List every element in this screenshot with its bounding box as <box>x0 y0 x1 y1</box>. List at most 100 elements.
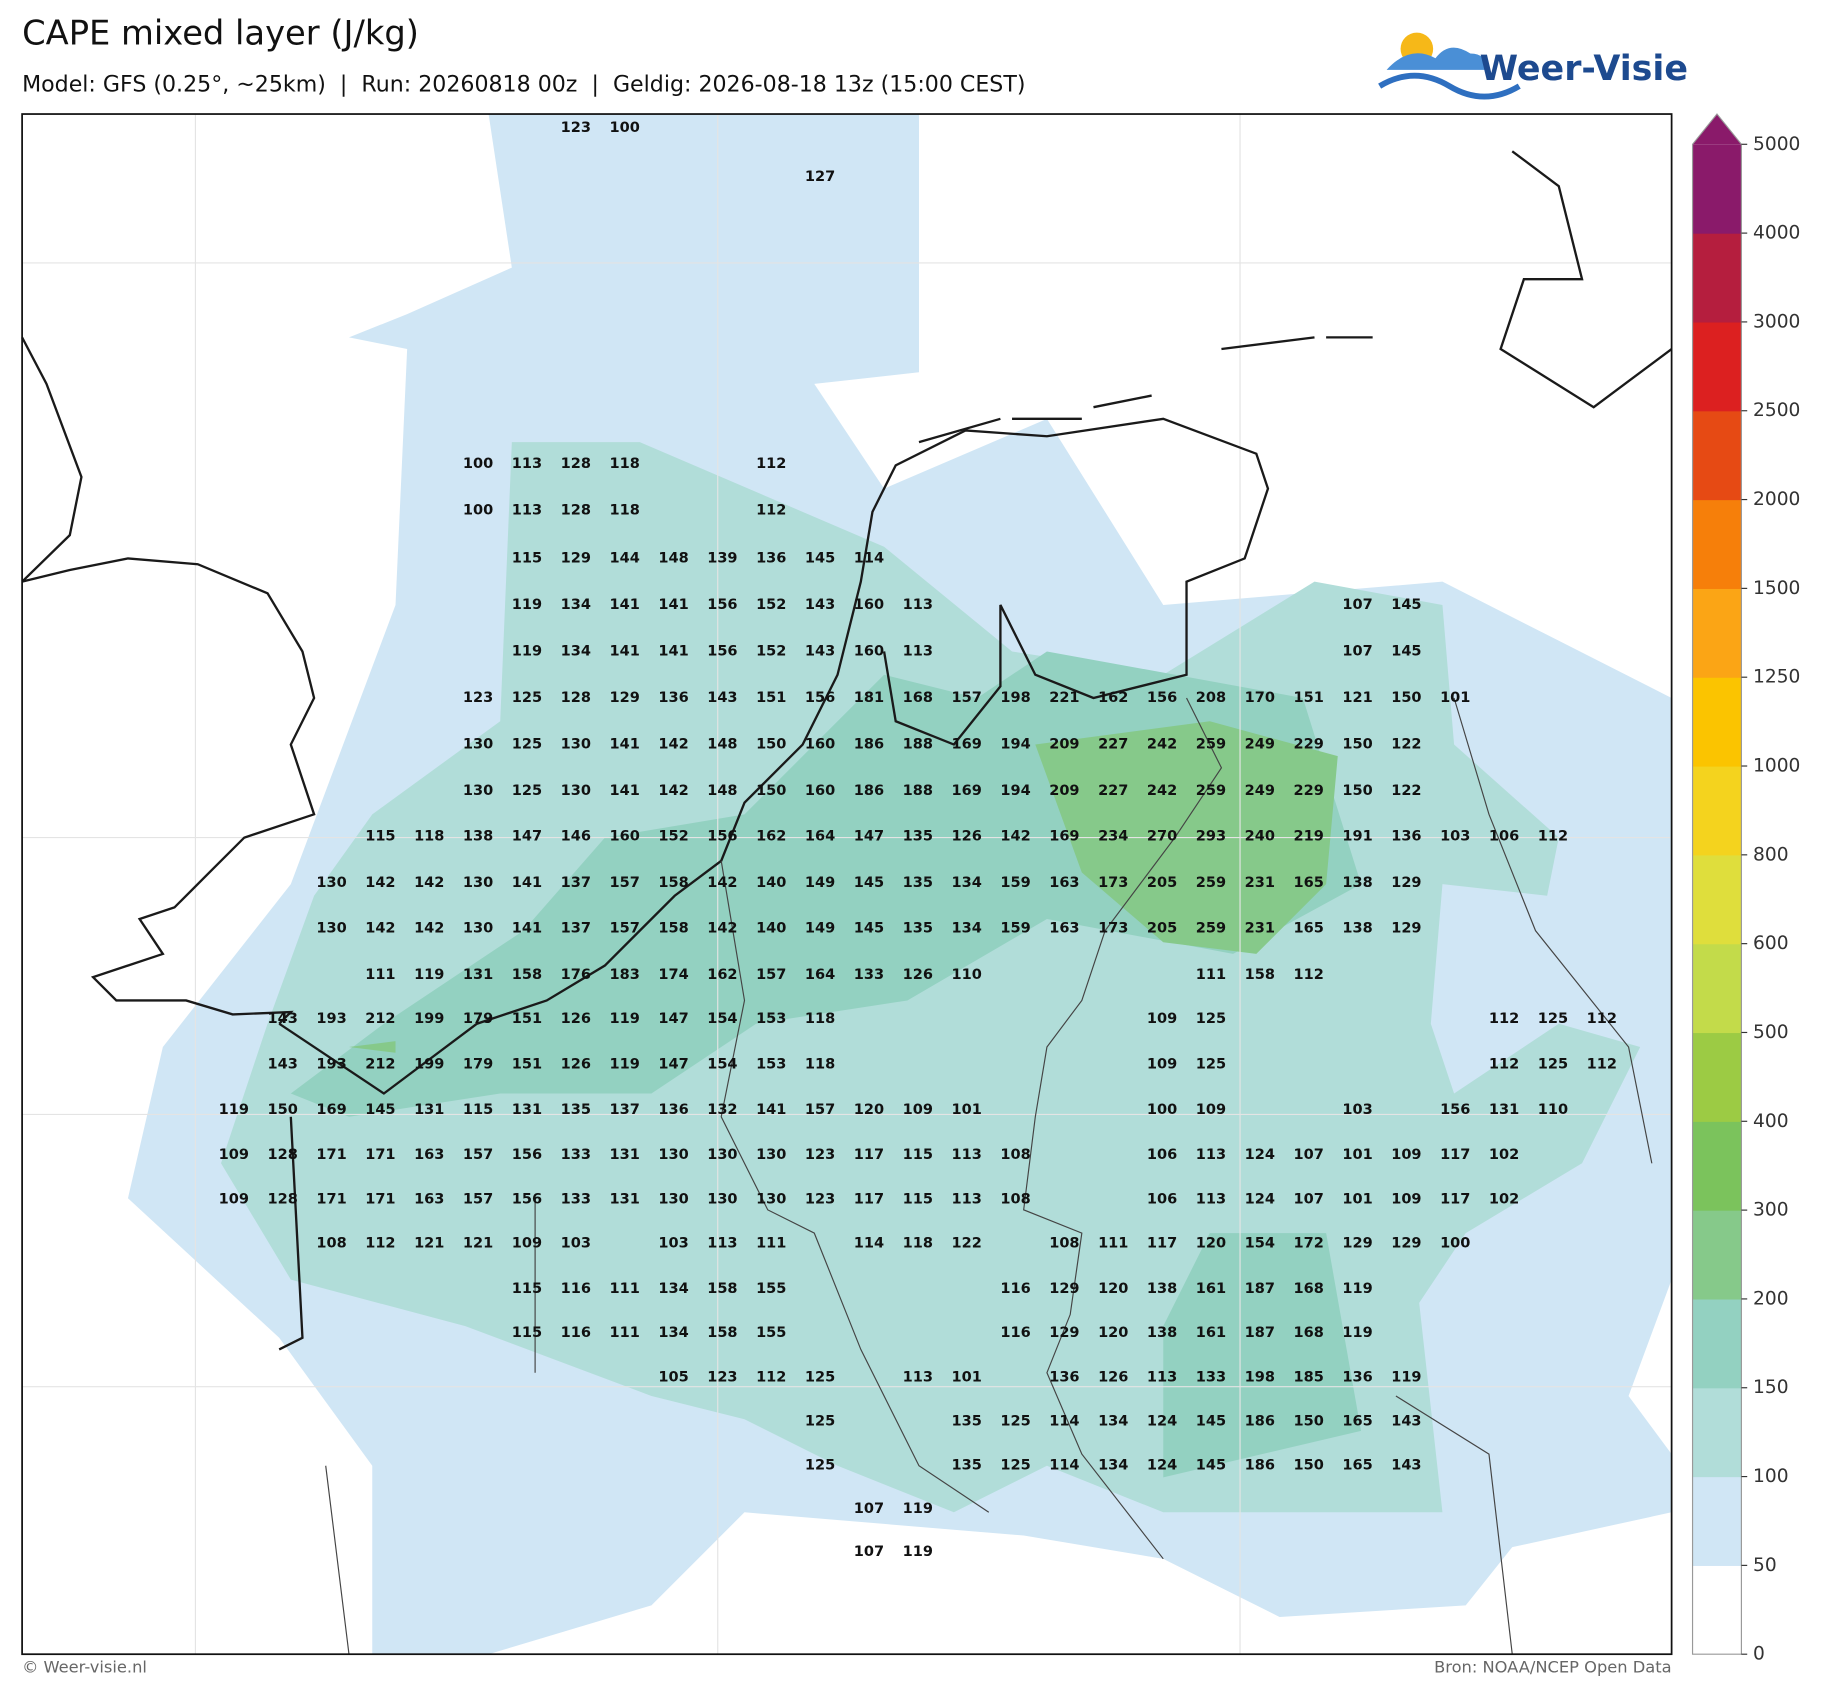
cape-value: 106 <box>1489 828 1519 844</box>
colorbar-segment <box>1692 1210 1742 1300</box>
cape-value: 119 <box>1342 1281 1372 1297</box>
colorbar-segment <box>1692 854 1742 945</box>
colorbar-segment <box>1692 321 1742 412</box>
cape-value: 111 <box>610 1325 640 1341</box>
cape-value: 160 <box>854 597 884 613</box>
cape-value: 135 <box>903 920 933 936</box>
cape-value: 153 <box>756 1011 786 1027</box>
cape-value: 161 <box>1196 1325 1226 1341</box>
cape-value: 116 <box>561 1325 591 1341</box>
cape-value: 115 <box>512 1325 542 1341</box>
cape-value: 132 <box>707 1102 737 1118</box>
cape-value: 143 <box>805 597 835 613</box>
cape-value: 123 <box>805 1191 835 1207</box>
cape-value: 157 <box>756 967 786 983</box>
cape-value: 152 <box>658 828 688 844</box>
cape-value: 137 <box>561 920 591 936</box>
cape-value: 120 <box>1098 1281 1128 1297</box>
cape-value: 136 <box>756 550 786 566</box>
cape-value: 131 <box>1489 1102 1519 1118</box>
cape-value: 141 <box>658 597 688 613</box>
cape-value: 113 <box>903 643 933 659</box>
colorbar-segment <box>1692 1565 1742 1655</box>
cape-value: 100 <box>1440 1236 1470 1252</box>
cape-value: 145 <box>365 1102 395 1118</box>
cape-value: 130 <box>756 1191 786 1207</box>
cape-value: 103 <box>658 1236 688 1252</box>
cape-value: 134 <box>658 1281 688 1297</box>
cape-value: 160 <box>805 783 835 799</box>
cape-value: 122 <box>1391 737 1421 753</box>
cape-value: 113 <box>1196 1191 1226 1207</box>
cape-value: 129 <box>1391 1236 1421 1252</box>
cape-value: 191 <box>1342 828 1372 844</box>
cape-value: 117 <box>1440 1191 1470 1207</box>
cape-value: 150 <box>756 737 786 753</box>
cape-value: 142 <box>707 875 737 891</box>
value-labels: 123 100 127 100 113 128 118 112 100 113 128 118 112 1… <box>219 120 1617 1560</box>
cape-value: 148 <box>707 737 737 753</box>
cape-value: 127 <box>805 169 835 185</box>
cape-value: 199 <box>414 1056 444 1072</box>
colorbar-tick-label: 600 <box>1753 933 1789 954</box>
cape-value: 112 <box>1294 967 1324 983</box>
cape-value: 199 <box>414 1011 444 1027</box>
cape-value: 113 <box>1196 1147 1226 1163</box>
colorbar-tick-label: 0 <box>1753 1644 1765 1665</box>
cape-value: 112 <box>1587 1011 1617 1027</box>
cape-value: 113 <box>1147 1369 1177 1385</box>
cape-value: 119 <box>219 1102 249 1118</box>
cape-value: 142 <box>414 875 444 891</box>
cape-value: 153 <box>756 1056 786 1072</box>
cape-value: 143 <box>707 690 737 706</box>
cape-value: 115 <box>463 1102 493 1118</box>
cape-value: 142 <box>365 920 395 936</box>
cape-value: 159 <box>1000 920 1030 936</box>
cape-value: 131 <box>610 1191 640 1207</box>
cape-value: 154 <box>707 1056 737 1072</box>
cape-value: 128 <box>268 1191 298 1207</box>
cape-value: 128 <box>268 1147 298 1163</box>
cape-value: 171 <box>365 1191 395 1207</box>
cape-value: 134 <box>561 643 591 659</box>
cape-value: 231 <box>1245 875 1275 891</box>
cape-value: 129 <box>1391 875 1421 891</box>
cape-value: 142 <box>365 875 395 891</box>
cape-value: 145 <box>1196 1458 1226 1474</box>
cape-value: 103 <box>1440 828 1470 844</box>
colorbar-segment <box>1692 1032 1742 1122</box>
cape-value: 129 <box>1049 1325 1079 1341</box>
cape-value: 181 <box>854 690 884 706</box>
cape-value: 138 <box>1147 1281 1177 1297</box>
cape-value: 102 <box>1489 1147 1519 1163</box>
cape-value: 142 <box>658 783 688 799</box>
cape-value: 136 <box>658 1102 688 1118</box>
cape-value: 102 <box>1489 1191 1519 1207</box>
cape-value: 136 <box>1049 1369 1079 1385</box>
cape-value: 110 <box>1538 1102 1568 1118</box>
cape-value: 143 <box>1391 1458 1421 1474</box>
cape-value: 119 <box>610 1056 640 1072</box>
cape-value: 150 <box>1294 1414 1324 1430</box>
cape-value: 133 <box>561 1191 591 1207</box>
colorbar-segment <box>1692 677 1742 767</box>
cape-value: 101 <box>1440 690 1470 706</box>
cape-value: 138 <box>1342 920 1372 936</box>
cape-value: 106 <box>1147 1147 1177 1163</box>
colorbar: 0 50 100 150 200 300 400 500 600 800 1000 1250 1500 2… <box>1691 113 1800 1665</box>
colorbar-segment <box>1692 1298 1742 1389</box>
cape-value: 138 <box>463 828 493 844</box>
cape-value: 142 <box>414 920 444 936</box>
colorbar-extend <box>1692 114 1742 145</box>
graticule <box>22 114 1672 1655</box>
colorbar-segment <box>1692 588 1742 678</box>
colorbar-tick-label: 50 <box>1753 1555 1777 1576</box>
cape-value: 114 <box>1049 1414 1079 1430</box>
cape-value: 168 <box>1294 1281 1324 1297</box>
cape-value: 170 <box>1245 690 1275 706</box>
cape-value: 111 <box>610 1281 640 1297</box>
cape-value: 118 <box>903 1236 933 1252</box>
cape-value: 242 <box>1147 783 1177 799</box>
footer-right: Bron: NOAA/NCEP Open Data <box>1434 1658 1672 1677</box>
cape-value: 156 <box>1147 690 1177 706</box>
